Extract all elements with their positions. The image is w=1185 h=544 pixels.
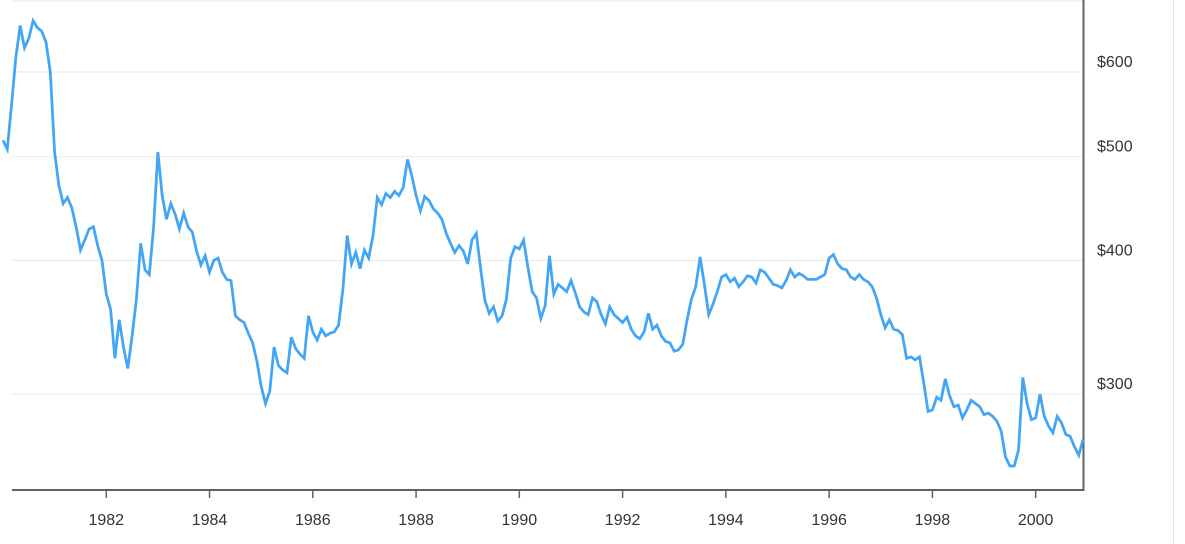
x-axis-label-1988: 1988 bbox=[398, 512, 434, 529]
y-axis-label-300: $300 bbox=[1097, 376, 1133, 393]
x-axis-label-1996: 1996 bbox=[811, 512, 847, 529]
x-axis-label-1994: 1994 bbox=[708, 512, 744, 529]
y-axis-label-600: $600 bbox=[1097, 54, 1133, 71]
x-axis-label-1990: 1990 bbox=[502, 512, 538, 529]
x-axis-label-1998: 1998 bbox=[915, 512, 951, 529]
x-axis-label-1982: 1982 bbox=[88, 512, 124, 529]
x-axis-label-1986: 1986 bbox=[295, 512, 331, 529]
y-axis-label-400: $400 bbox=[1097, 242, 1133, 259]
x-axis-label-1992: 1992 bbox=[605, 512, 641, 529]
x-axis-label-2000: 2000 bbox=[1018, 512, 1054, 529]
y-axis-label-500: $500 bbox=[1097, 139, 1133, 156]
price-line-series[interactable] bbox=[1, 17, 1085, 468]
x-axis-label-1984: 1984 bbox=[192, 512, 228, 529]
